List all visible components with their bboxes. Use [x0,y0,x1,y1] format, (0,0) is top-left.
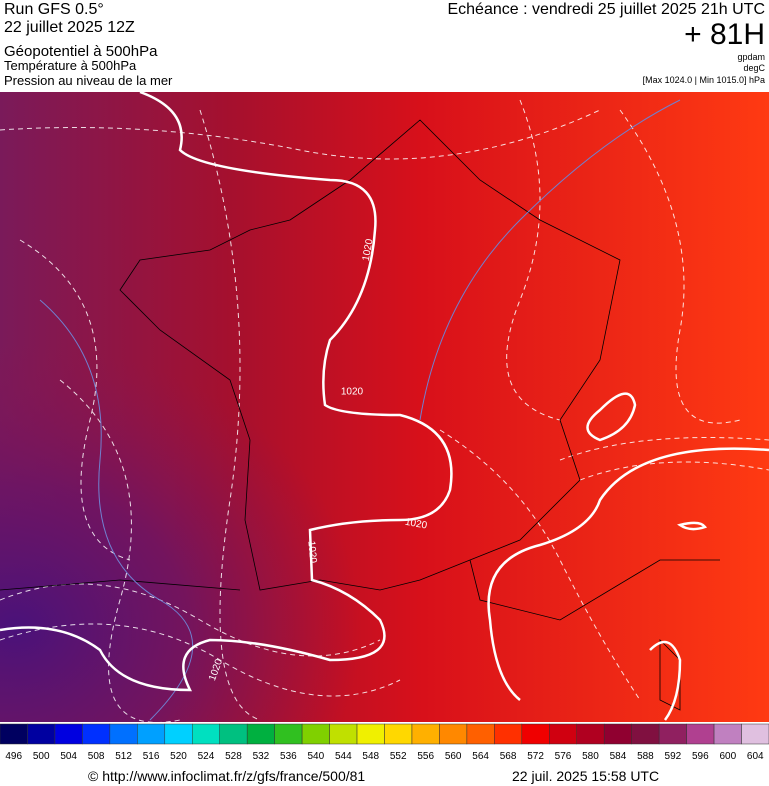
colorbar-label: 536 [280,751,297,762]
contour-label: 1020 [404,517,428,532]
borders [0,119,720,711]
color-cell [274,723,303,745]
color-cell [521,723,550,745]
colorbar-label: 520 [170,751,187,762]
isotherms [0,99,769,722]
layer-label: Géopotentiel à 500hPa [4,43,158,60]
colorbar-label: 496 [5,751,22,762]
color-cell [246,723,275,745]
color-cell [576,723,605,745]
colorbar-label: 508 [88,751,105,762]
contour-label: 1020 [361,238,376,262]
colorbar-label: 584 [610,751,627,762]
generated-time: 22 juil. 2025 15:58 UTC [512,768,659,784]
color-cell [713,723,742,745]
color-cell [192,723,220,745]
colorbar-label: 516 [143,751,160,762]
colorbar-label: 588 [637,751,654,762]
color-cell [658,723,687,745]
colorbar-label: 532 [253,751,270,762]
colorbar-label: 504 [60,751,77,762]
color-cell [164,723,193,745]
contour-label: 1020 [341,387,364,398]
colorbar-label: 600 [719,751,736,762]
color-cell [82,723,111,745]
colorbar-label: 604 [747,751,764,762]
colorbar-label: 556 [417,751,434,762]
color-cell [137,723,166,745]
color-cell [494,723,523,745]
color-cell [109,723,138,745]
color-cell [631,723,660,745]
isobars [0,92,769,721]
map-shade [0,92,769,722]
run-title: Run GFS 0.5° [4,1,104,18]
colorbar-label: 528 [225,751,242,762]
color-cell [329,723,358,745]
colorbar-label: 596 [692,751,709,762]
color-cell [549,723,577,745]
run-date: 22 juillet 2025 12Z [4,19,135,36]
color-cell [219,723,248,745]
color-cell [54,723,83,745]
layer-label: Température à 500hPa [4,58,137,73]
color-cell [466,723,495,745]
unit-label: gpdam [737,52,765,62]
unit-label: degC [743,63,765,73]
color-cell [741,723,769,745]
colorbar-label: 552 [390,751,407,762]
color-cell [603,723,632,745]
color-cell [686,723,715,745]
colorbar-label: 592 [665,751,682,762]
color-cell [301,723,330,745]
color-cell [439,723,468,745]
colorbar-label: 524 [198,751,215,762]
colorbar-label: 560 [445,751,462,762]
contour-label: 1020 [305,540,318,564]
colorbar-label: 568 [500,751,517,762]
color-cell [411,723,440,745]
source-url: © http://www.infoclimat.fr/z/gfs/france/… [88,768,365,784]
colorbar-label: 500 [33,751,50,762]
colorbar-label: 580 [582,751,599,762]
color-cell [356,723,385,745]
colorbar-label: 540 [307,751,324,762]
colorbar-label: 548 [362,751,379,762]
layer-label: Pression au niveau de la mer [4,73,173,88]
lead-time: + 81H [684,18,765,51]
colorbar: 496 500 504 508 512 516 520 524 528 532 536 540 544 5… [0,723,769,762]
colorbar-label: 564 [472,751,489,762]
color-cell [27,723,56,745]
colorbar-label: 512 [115,751,132,762]
color-cell [0,723,28,745]
colorbar-label: 572 [527,751,544,762]
colorbar-label: 544 [335,751,352,762]
color-cell [384,723,413,745]
valid-time: Echéance : vendredi 25 juillet 2025 21h … [447,1,765,18]
zero-isotherm [39,99,681,721]
colorbar-label: 576 [555,751,572,762]
range-label: [Max 1024.0 | Min 1015.0] hPa [643,75,765,85]
